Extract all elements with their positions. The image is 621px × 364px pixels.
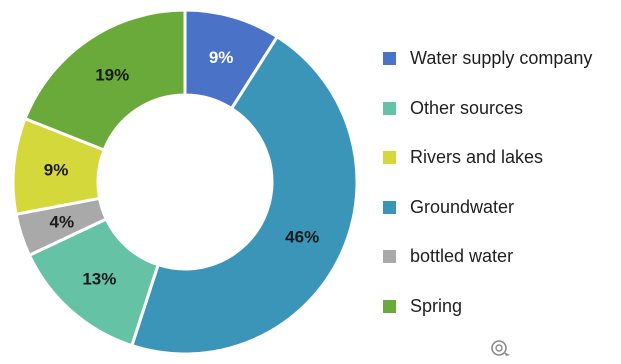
slice-label-5: 19%: [95, 65, 129, 84]
slice-label-1: 46%: [285, 228, 319, 247]
slice-label-0: 9%: [209, 48, 234, 67]
legend-label-3: Groundwater: [410, 196, 515, 217]
legend-swatch-2: [383, 151, 396, 165]
legend-item-5: Spring: [383, 282, 592, 332]
slice-labels-group: 9% 46% 13% 4% 9% 19%: [44, 48, 319, 288]
watermark-logo-icon: [489, 337, 513, 364]
legend-item-2: Rivers and lakes: [383, 133, 592, 183]
chart-legend: Water supply company Other sources Rivers …: [383, 34, 592, 331]
legend-item-0: Water supply company: [383, 34, 592, 84]
legend-swatch-3: [383, 200, 396, 214]
slices-group: [11, 8, 359, 356]
legend-item-3: Groundwater: [383, 183, 592, 233]
donut-slice-5: [23, 8, 187, 152]
legend-label-4: bottled water: [410, 246, 514, 267]
legend-swatch-4: [383, 250, 396, 264]
legend-label-0: Water supply company: [410, 48, 593, 69]
donut-slice-1: [129, 34, 359, 356]
legend-item-1: Other sources: [383, 84, 592, 134]
legend-swatch-1: [383, 101, 396, 115]
legend-item-4: bottled water: [383, 232, 592, 282]
legend-swatch-0: [383, 52, 396, 66]
legend-swatch-5: [383, 299, 396, 313]
legend-label-5: Spring: [410, 295, 463, 316]
legend-label-2: Rivers and lakes: [410, 147, 544, 168]
slice-label-2: 13%: [82, 270, 116, 289]
legend-label-1: Other sources: [410, 97, 524, 118]
slice-label-4: 9%: [44, 160, 69, 179]
slice-label-3: 4%: [50, 213, 75, 232]
